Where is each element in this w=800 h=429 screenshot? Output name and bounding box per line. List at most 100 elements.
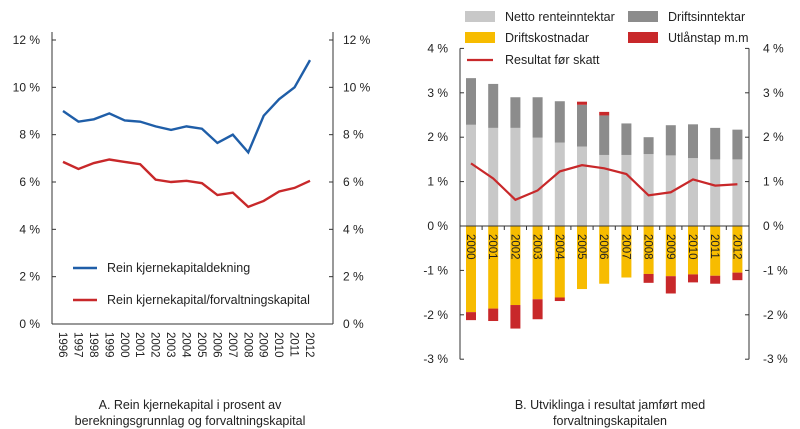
chart-a-left-tick-label: 10 % [13, 80, 41, 94]
chart-a-x-tick-label: 2007 [226, 332, 238, 358]
chart-b-bar-driftsinntektar [532, 97, 543, 138]
chart-b-x-tick-label: 2010 [686, 234, 698, 260]
chart-b-bar-driftskostnadar [643, 226, 654, 274]
chart-a-right-tick-label: 4 % [343, 222, 364, 236]
chart-a-left-tick-label: 6 % [19, 175, 40, 189]
chart-a-x-tick-label: 2000 [118, 332, 130, 358]
chart-b-x-tick-label: 2002 [508, 234, 520, 260]
chart-a-x-tick-label: 2004 [180, 332, 192, 358]
chart-b-bar-utlanstap [643, 273, 654, 283]
chart-b-bar-driftskostnadar [688, 226, 698, 275]
chart-b-bar-driftskostnadar [732, 226, 743, 273]
chart-b-legend-label: Netto renteinntektar [505, 10, 615, 24]
chart-b-bar-utlanstap [665, 276, 676, 294]
chart-b-x-tick-label: 2001 [486, 234, 498, 260]
chart-b-left-tick-label: 0 % [427, 219, 448, 233]
chart-b-x-tick-label: 2009 [664, 234, 676, 260]
chart-b-bar-driftsinntektar [554, 101, 565, 143]
chart-b-bar-utlanstap [577, 101, 587, 105]
chart-a-x-tick-label: 2001 [133, 332, 145, 358]
chart-a-right-tick-label: 8 % [343, 128, 364, 142]
chart-b-left-tick-label: -3 % [423, 352, 448, 366]
chart-a-x-tick-label: 1997 [71, 332, 83, 358]
chart-b-bar-netto [665, 155, 676, 226]
chart-b-bar-driftsinntektar [665, 125, 676, 156]
chart-b-bar-driftsinntektar [621, 123, 632, 155]
chart-b-bar-driftskostnadar [466, 226, 476, 313]
chart-b-left-tick-label: 2 % [427, 130, 448, 144]
chart-b-caption: B. Utviklinga i resultat jamført med for… [460, 397, 760, 429]
chart-b-legend-swatch [628, 32, 658, 43]
chart-a-left-tick-label: 2 % [19, 270, 40, 284]
chart-b-legend-swatch [465, 11, 495, 22]
chart-b-right-tick-label: 4 % [763, 41, 784, 55]
chart-b-bar-driftsinntektar [488, 83, 499, 128]
chart-a-x-tick-label: 2012 [303, 332, 315, 358]
chart-b-bar-netto [732, 159, 743, 226]
chart-a-legend-label: Rein kjernekapitaldekning [107, 261, 250, 275]
chart-b-left-tick-label: -2 % [423, 308, 448, 322]
chart-b-right-tick-label: 0 % [763, 219, 784, 233]
chart-b-right-tick-label: -2 % [763, 308, 788, 322]
chart-a-left-tick-label: 12 % [13, 33, 41, 47]
chart-b-right-tick-label: -3 % [763, 352, 788, 366]
chart-a-x-tick-label: 2003 [164, 332, 176, 358]
chart-a-x-tick-label: 1999 [102, 332, 114, 358]
chart-a-left-tick-label: 8 % [19, 128, 40, 142]
chart-b-bar-netto [488, 127, 499, 226]
chart-b-left-tick-label: -1 % [423, 263, 448, 277]
chart-b-bar-driftskostnadar [532, 226, 543, 300]
chart-b-bar-utlanstap [599, 111, 610, 116]
chart-a-x-tick-label: 2006 [210, 332, 222, 358]
chart-b-x-tick-label: 2008 [642, 234, 654, 260]
chart-a-caption-line1: A. Rein kjernekapital i prosent av [98, 398, 282, 412]
chart-a-series-line-1 [62, 158, 311, 209]
chart-b-right-tick-label: 3 % [763, 86, 784, 100]
chart-b-bar-driftskostnadar [577, 226, 587, 290]
chart-b-bar-utlanstap [732, 272, 743, 281]
chart-b-legend-label: Utlånstap m.m [668, 31, 749, 45]
chart-b-x-tick-label: 2004 [553, 234, 565, 260]
chart-b-bar-driftsinntektar [710, 127, 721, 160]
chart-b-bar-driftsinntektar [688, 124, 698, 159]
chart-a-x-tick-label: 1996 [56, 332, 68, 358]
chart-a-right-tick-label: 10 % [343, 80, 371, 94]
chart-b-bar-netto [532, 137, 543, 226]
chart-b-bar-netto [621, 154, 632, 226]
chart-b-legend-swatch [628, 11, 658, 22]
chart-b-bar-driftskostnadar [554, 226, 565, 298]
chart-b-bar-utlanstap [554, 297, 565, 302]
chart-b-right-tick-label: -1 % [763, 263, 788, 277]
chart-b-left-tick-label: 3 % [427, 86, 448, 100]
chart-b-bar-utlanstap [510, 305, 521, 329]
chart-a-x-tick-label: 2005 [195, 332, 207, 358]
chart-a-x-tick-label: 1998 [87, 332, 99, 358]
chart-b-legend-label: Driftskostnadar [505, 31, 589, 45]
chart-a-right-tick-label: 0 % [343, 317, 364, 331]
chart-b-bar-driftsinntektar [577, 104, 587, 147]
chart-b-legend-label: Driftsinntektar [668, 10, 745, 24]
chart-b-left-tick-label: 1 % [427, 175, 448, 189]
chart-b-x-tick-label: 2011 [708, 234, 720, 259]
chart-a-x-tick-label: 2011 [288, 332, 300, 357]
chart-b-bar-netto [710, 159, 721, 226]
chart-b-bar-driftskostnadar [621, 226, 632, 278]
chart-b-bar-driftsinntektar [732, 129, 743, 160]
chart-b-bar-netto [688, 158, 698, 226]
chart-b-x-tick-label: 2007 [619, 234, 631, 260]
chart-b-bar-driftsinntektar [510, 97, 521, 128]
chart-b-bar-driftskostnadar [599, 226, 610, 284]
chart-b-legend-label: Resultat før skatt [505, 53, 600, 67]
chart-b-x-tick-label: 2005 [575, 234, 587, 260]
chart-b-bar-driftskostnadar [510, 226, 521, 306]
chart-a-left-tick-label: 0 % [19, 317, 40, 331]
chart-b-x-tick-label: 2000 [464, 234, 476, 260]
chart-b-bar-utlanstap [466, 312, 476, 321]
chart-b-bar-driftsinntektar [599, 115, 610, 155]
chart-b-legend-swatch [465, 32, 495, 43]
chart-b-bar-driftsinntektar [466, 78, 476, 125]
chart-b-bar-netto [599, 154, 610, 226]
chart-b-resultat-line [470, 162, 738, 202]
chart-b-left-tick-label: 4 % [427, 41, 448, 55]
